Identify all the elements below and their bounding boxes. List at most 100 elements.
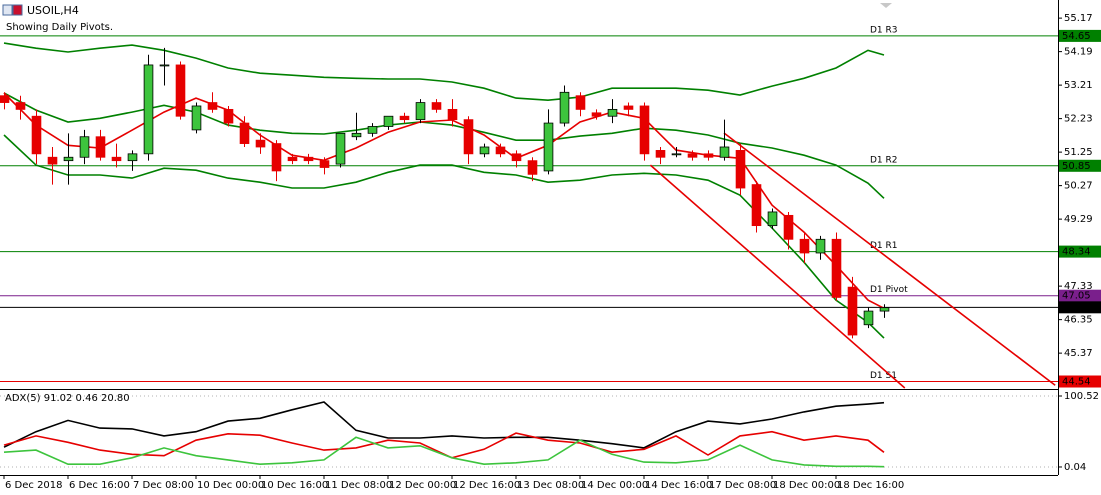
main-pane: D1 R3 D1 R2 D1 R1 D1 Pivot D1 S1 [0,25,1058,389]
x-tick-label: 18 Dec 00:00 [773,480,840,491]
pivot-label: D1 Pivot [870,285,908,295]
price-tag-label: 46.71 [1062,302,1091,313]
candle-body [687,153,698,158]
candle-body [655,150,666,158]
x-tick-label: 10 Dec 00:00 [197,480,264,491]
icon [12,4,23,16]
candle-body [527,160,538,175]
candle-body [799,238,810,254]
candle-body [847,286,858,336]
price-tag-label: 47.05 [1062,291,1091,302]
candle-body [751,184,762,227]
x-tick-label: 18 Dec 16:00 [837,480,904,491]
price-tag-label: 54.65 [1062,31,1091,42]
candle-body [511,153,522,162]
x-tick-label: 14 Dec 00:00 [581,480,648,491]
candle-body [175,64,186,117]
y-tick-label: 54.19 [1064,47,1093,58]
x-tick-label: 10 Dec 16:00 [261,480,328,491]
x-tick-label: 7 Dec 08:00 [133,480,194,491]
candle-body [335,132,346,165]
x-tick-label: 12 Dec 16:00 [453,480,520,491]
candle-body [223,108,234,124]
candle-body [639,105,650,155]
overlay-line [3,134,885,339]
price-tag-label: 48.34 [1062,247,1091,258]
candle-body [591,112,602,117]
y-tick-label: 0.04 [1064,462,1086,473]
candle-body [383,115,394,127]
candle-body [143,64,154,155]
price-tag [1059,289,1101,302]
candle-body [879,307,890,312]
candle-body [47,156,58,165]
y-tick-label: 50.27 [1064,181,1093,192]
candle-body [815,238,826,254]
candle-body [767,211,778,227]
candle-body [831,238,842,298]
candle-body [255,139,266,148]
candle-body [351,132,362,138]
candle-body [271,143,282,172]
indicator-line [3,401,885,449]
price-tag-label: 50.85 [1062,161,1091,172]
y-tick-label: 55.17 [1064,13,1093,24]
candle-body [319,160,330,168]
pivot-label: D1 R2 [870,155,898,165]
y-tick-label: 45.37 [1064,348,1093,359]
y-tick-label: 52.23 [1064,114,1093,125]
candle-body [287,156,298,162]
candle-body [495,146,506,155]
x-tick-label: 14 Dec 16:00 [645,480,712,491]
candle-body [399,115,410,121]
chart-subtitle: Showing Daily Pivots. [6,22,113,33]
icon [2,4,13,16]
price-tag-label: 44.54 [1062,377,1091,388]
adx-pane [0,395,1058,468]
candle-body [15,102,26,110]
candle-body [479,146,490,155]
candle-body [463,119,474,155]
x-tick-label: 13 Dec 08:00 [517,480,584,491]
candle-body [79,136,90,158]
y-tick-label: 100.52 [1064,391,1099,402]
candle-body [559,91,570,124]
y-tick-label: 46.35 [1064,315,1093,326]
overlay-line [3,42,885,102]
pivot-label: D1 R1 [870,241,898,251]
candle-body [447,108,458,121]
pivot-label: D1 S1 [870,371,897,381]
indicator-title: ADX(5) 91.02 0.46 20.80 [5,393,130,404]
candle-body [783,214,794,240]
candle-body [127,153,138,162]
candle-body [31,115,42,155]
x-tick-label: 6 Dec 2018 [5,480,63,491]
x-tick-label: 6 Dec 16:00 [69,480,130,491]
candle-body [239,122,250,144]
candle-body [575,95,586,110]
candle-body [63,156,74,162]
overlay-line [723,132,1056,386]
candle-body [207,102,218,110]
y-tick-label: 49.29 [1064,214,1093,225]
price-tag [1059,159,1101,172]
candle-body [543,122,554,172]
y-tick-label: 51.25 [1064,147,1093,158]
candle-body [863,310,874,326]
y-tick-label: 53.21 [1064,80,1093,91]
candle-body [607,108,618,117]
symbol-icons [2,4,23,16]
candle-body [671,153,682,156]
price-tag [1059,301,1101,314]
candle-body [735,150,746,189]
price-tag [1059,245,1101,258]
candle-body [703,153,714,158]
candle-body [111,156,122,162]
pivot-label: D1 R3 [870,25,898,35]
price-tag [1059,29,1101,42]
price-tag [1059,375,1101,388]
x-tick-label: 11 Dec 08:00 [325,480,392,491]
